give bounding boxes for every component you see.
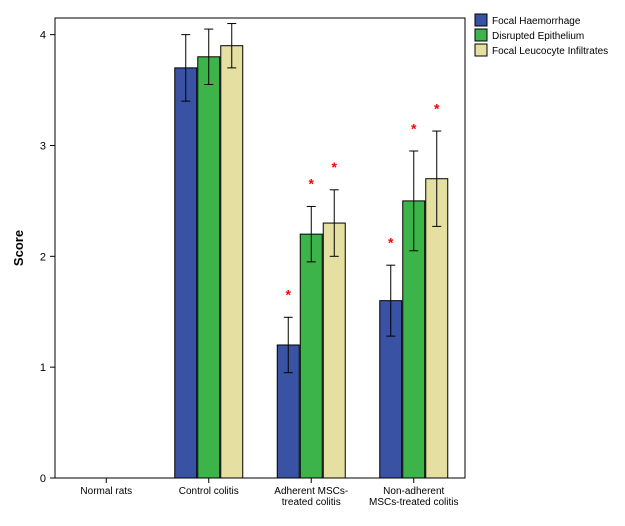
legend-label-fli: Focal Leucocyte Infiltrates <box>492 46 608 57</box>
ytick-label: 3 <box>40 140 46 152</box>
category-label: treated colitis <box>282 497 341 508</box>
category-label: Non-adherent <box>383 486 444 497</box>
bar-adherent-de <box>300 234 322 478</box>
category-label: Normal rats <box>80 486 132 497</box>
significance-marker: * <box>332 159 338 175</box>
bar-control-fh <box>175 68 197 478</box>
y-axis-label: Score <box>11 230 26 266</box>
legend-label-de: Disrupted Epithelium <box>492 31 584 42</box>
significance-marker: * <box>388 234 394 250</box>
legend-swatch-fli <box>475 44 487 56</box>
chart-container: 0 1 2 3 4 Score Normal rats Control colitis * * * A… <box>0 0 625 526</box>
legend-label-fh: Focal Haemorrhage <box>492 16 581 27</box>
ytick-label: 0 <box>40 473 46 485</box>
category-label: MSCs-treated colitis <box>369 497 458 508</box>
significance-marker: * <box>434 100 440 116</box>
significance-marker: * <box>286 287 292 303</box>
significance-marker: * <box>309 176 315 192</box>
bar-control-de <box>198 57 220 478</box>
bar-adherent-fli <box>323 223 345 478</box>
ytick-label: 2 <box>40 251 46 263</box>
bar-chart: 0 1 2 3 4 Score Normal rats Control colitis * * * A… <box>0 0 625 526</box>
category-label: Control colitis <box>179 486 239 497</box>
ytick-label: 1 <box>40 362 46 374</box>
category-label: Adherent MSCs- <box>274 486 348 497</box>
ytick-label: 4 <box>40 30 46 42</box>
bar-control-fli <box>221 46 243 478</box>
legend-swatch-fh <box>475 14 487 26</box>
significance-marker: * <box>411 120 417 136</box>
legend-swatch-de <box>475 29 487 41</box>
